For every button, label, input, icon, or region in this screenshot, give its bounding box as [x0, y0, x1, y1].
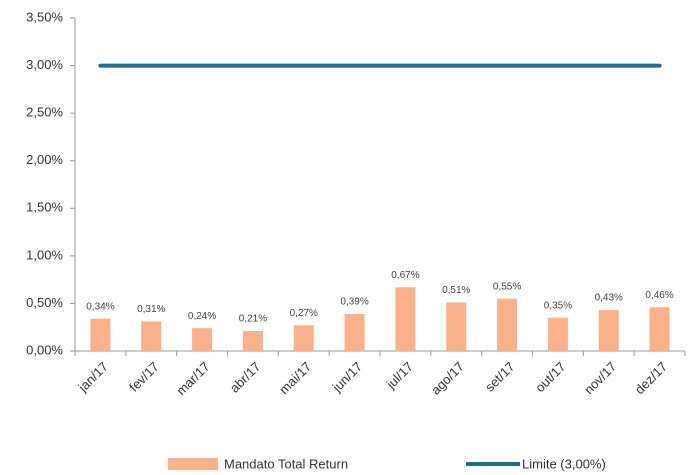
bar [446, 302, 467, 351]
bar [649, 307, 670, 351]
y-tick-label: 2,00% [26, 152, 63, 167]
data-label: 0,35% [544, 300, 572, 311]
y-tick-label: 1,00% [26, 247, 63, 262]
y-tick-label: 1,50% [26, 200, 63, 215]
data-label: 0,43% [595, 293, 623, 304]
bar [497, 298, 518, 351]
y-tick-label: 2,50% [26, 105, 63, 120]
data-label: 0,67% [391, 270, 419, 281]
data-label: 0,55% [493, 281, 521, 292]
x-tick-label: abr/17 [227, 359, 264, 396]
y-tick-label: 0,00% [26, 342, 63, 357]
bar [395, 287, 416, 351]
data-label: 0,46% [645, 290, 673, 301]
bar [344, 313, 365, 351]
data-label: 0,51% [442, 285, 470, 296]
bar [293, 325, 314, 351]
bar [242, 331, 263, 351]
y-tick-label: 0,50% [26, 295, 63, 310]
bar [598, 310, 619, 351]
legend-swatch [168, 458, 218, 470]
data-label: 0,31% [137, 304, 165, 315]
y-tick-label: 3,50% [26, 9, 63, 24]
data-label: 0,27% [290, 308, 318, 319]
x-tick-label: jun/17 [329, 359, 365, 395]
x-tick-label: nov/17 [581, 359, 619, 397]
legend-label: Limite (3,00%) [522, 456, 606, 471]
bar [192, 328, 213, 351]
y-tick-label: 3,00% [26, 57, 63, 72]
x-tick-label: ago/17 [428, 359, 467, 398]
x-tick-label: fev/17 [126, 359, 162, 395]
data-label: 0,24% [188, 311, 216, 322]
x-tick-label: mai/17 [276, 359, 314, 397]
x-tick-label: out/17 [532, 359, 568, 395]
x-tick-label: mar/17 [173, 359, 212, 398]
x-tick-label: jan/17 [75, 359, 111, 395]
legend-label: Mandato Total Return [224, 456, 348, 471]
data-label: 0,21% [239, 314, 267, 325]
bar [90, 318, 111, 351]
x-tick-label: jul/17 [383, 359, 416, 392]
data-label: 0,34% [86, 301, 114, 312]
x-tick-label: dez/17 [632, 359, 670, 397]
bar [547, 317, 568, 351]
x-tick-label: set/17 [482, 359, 518, 395]
bar [141, 321, 162, 351]
data-label: 0,39% [340, 297, 368, 308]
